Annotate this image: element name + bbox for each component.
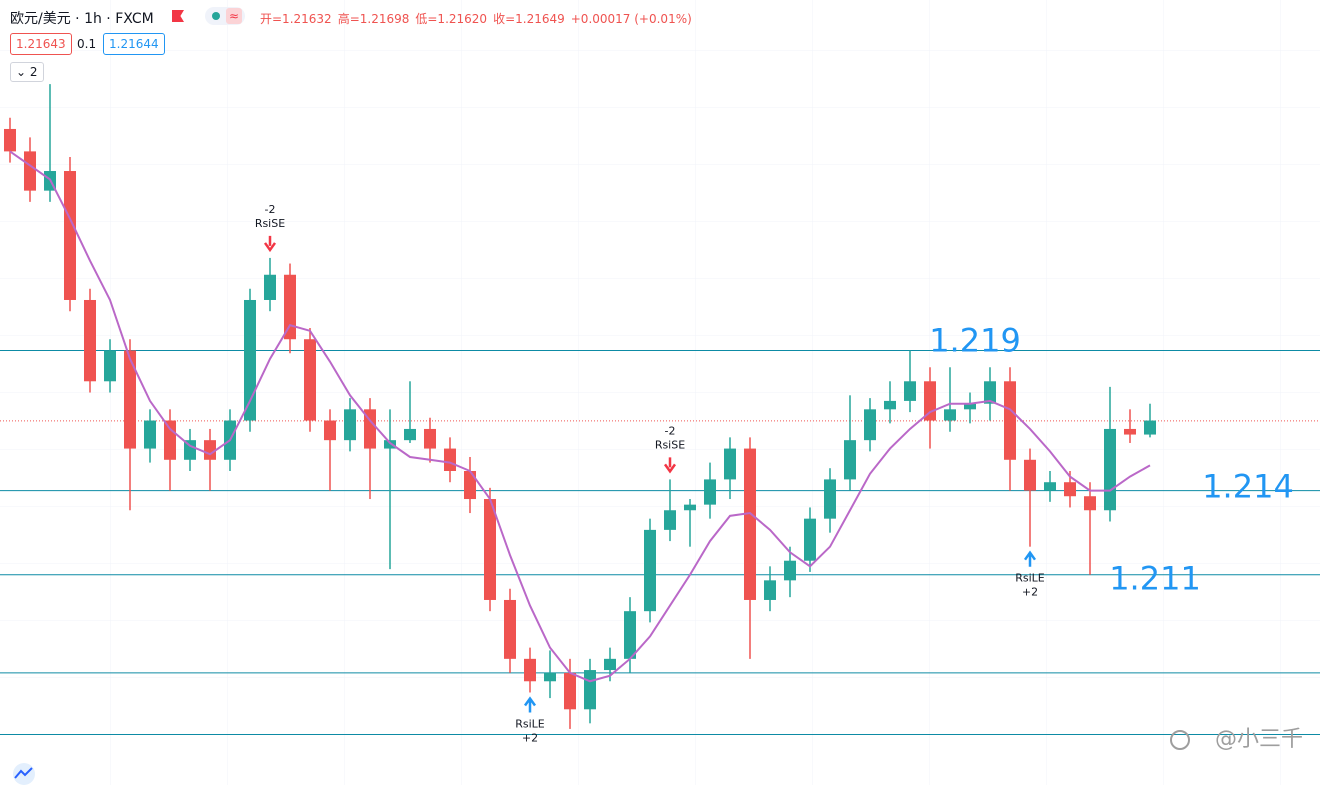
candle-body	[344, 409, 356, 441]
candle-body	[664, 510, 676, 530]
ohlc-row: 开=1.21632 高=1.21698 低=1.21620 收=1.21649 +0.0…	[260, 10, 692, 27]
candle-body	[464, 471, 476, 500]
candle-body	[884, 400, 896, 410]
candle-body	[824, 479, 836, 519]
candle-body	[504, 599, 516, 659]
candle-body	[104, 350, 116, 382]
symbol: 欧元/美元 · 1h · FXCM	[10, 11, 154, 27]
candle-body	[1124, 428, 1136, 435]
candle-body	[784, 560, 796, 581]
candle-body	[124, 350, 136, 449]
logo-mark	[14, 767, 33, 779]
candle-body	[324, 420, 336, 441]
signal-arrow	[1023, 550, 1037, 567]
candle-body	[304, 339, 316, 421]
change: +0.00017 (+0.01%)	[570, 12, 692, 26]
signal-label: RsiSE	[255, 217, 285, 230]
candle-body	[704, 479, 716, 505]
signal-qty: -2	[265, 203, 276, 216]
moving-average	[9, 150, 1151, 683]
candle-body	[604, 658, 616, 671]
candle-body	[144, 420, 156, 449]
watermark-icon	[1170, 730, 1190, 750]
signal-qty: -2	[665, 424, 676, 437]
signal-arrow	[663, 457, 677, 474]
status-icon: ≈	[226, 8, 242, 24]
indicator-count: 2	[29, 65, 38, 79]
bid-box[interactable]: 1.21643	[10, 33, 72, 55]
candle-body	[564, 672, 576, 710]
candle-body	[164, 420, 176, 460]
candle-body	[904, 381, 916, 401]
candle-body	[644, 529, 656, 612]
candle-body	[24, 151, 36, 191]
candle-body	[1084, 496, 1096, 511]
chevron: ⌄	[16, 65, 30, 79]
status-dot	[212, 12, 220, 20]
candle-body	[64, 171, 76, 300]
signal-qty: +2	[522, 731, 538, 744]
candle-body	[584, 670, 596, 710]
candle-body	[764, 580, 776, 600]
candle-body	[744, 448, 756, 600]
candle-body	[864, 409, 876, 441]
level-label: 1.219	[929, 321, 1021, 359]
candle-body	[184, 440, 196, 460]
candle-body	[84, 299, 96, 382]
candle-body	[4, 128, 16, 152]
candle-body	[384, 440, 396, 449]
candle-body	[1044, 482, 1056, 491]
candle-body	[524, 658, 536, 682]
ohlc-value: 低=1.21620	[415, 12, 488, 26]
candle-body	[244, 299, 256, 421]
candle-body	[1104, 428, 1116, 511]
candle-body	[984, 381, 996, 404]
candle-body	[404, 428, 416, 441]
candle-body	[1144, 420, 1156, 435]
ohlc-value: 开=1.21632	[260, 12, 332, 26]
candle-body	[424, 428, 436, 449]
ohlc-value: 收=1.21649	[493, 12, 565, 26]
candle-body	[944, 409, 956, 421]
watermark: @小三千	[1215, 727, 1303, 752]
candle-body	[724, 448, 736, 480]
signal-arrow	[523, 696, 537, 713]
candle-body	[1064, 482, 1076, 497]
candle-body	[624, 611, 636, 659]
signal-label: RsiSE	[655, 438, 685, 451]
signal-arrow	[263, 235, 277, 253]
signal-label: RsiLE	[1015, 572, 1045, 585]
candle-body	[844, 440, 856, 480]
flag-icon[interactable]	[172, 10, 184, 22]
spread: 0.1	[77, 37, 97, 51]
candle-body	[1004, 381, 1016, 460]
candle-body	[444, 448, 456, 471]
ask-box[interactable]: 1.21644	[103, 33, 165, 55]
candle-body	[544, 672, 556, 682]
candle-body	[284, 274, 296, 340]
candle-body	[804, 518, 816, 561]
ohlc-value: 高=1.21698	[337, 12, 410, 26]
candle-body	[204, 440, 216, 460]
candle-body	[484, 499, 496, 600]
candle-body	[1024, 459, 1036, 491]
candle-body	[684, 504, 696, 511]
level-label: 1.214	[1202, 468, 1294, 506]
candle-body	[264, 274, 276, 300]
level-label: 1.211	[1109, 560, 1201, 598]
candle-body	[964, 403, 976, 410]
signal-qty: +2	[1022, 586, 1038, 599]
signal-label: RsiLE	[515, 717, 545, 730]
candle-body	[364, 409, 376, 449]
indicator-toggle[interactable]: ⌄ 2	[10, 62, 44, 82]
